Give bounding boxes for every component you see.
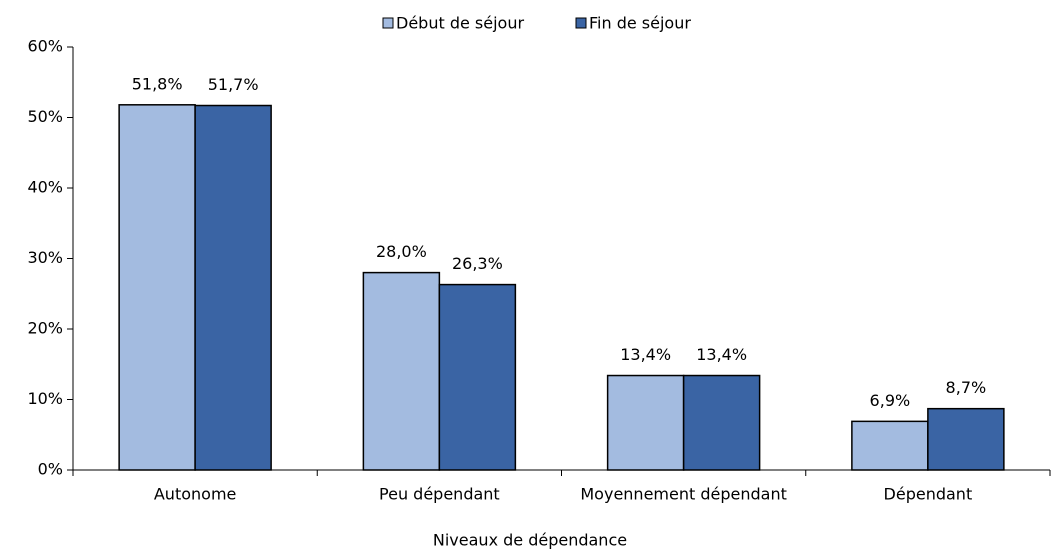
- value-label: 26,3%: [452, 254, 503, 273]
- value-label: 8,7%: [946, 378, 987, 397]
- y-tick-label: 30%: [27, 248, 63, 267]
- x-tick-label: Peu dépendant: [379, 485, 500, 504]
- y-tick-label: 0%: [38, 460, 63, 479]
- bar: [606, 374, 685, 471]
- y-tick-label: 20%: [27, 319, 63, 338]
- y-tick-label: 40%: [27, 178, 63, 197]
- value-label: 13,4%: [620, 345, 671, 364]
- x-tick-label: Moyennement dépendant: [580, 485, 786, 504]
- x-axis-label: Niveaux de dépendance: [433, 531, 627, 550]
- bar: [362, 271, 441, 471]
- bar: [194, 104, 272, 471]
- legend-label: Fin de séjour: [589, 14, 691, 33]
- bar: [851, 420, 929, 471]
- y-tick-label: 50%: [27, 107, 63, 126]
- value-label: 28,0%: [376, 242, 427, 261]
- legend-swatch: [575, 17, 587, 29]
- value-label: 51,8%: [132, 74, 183, 93]
- value-label: 6,9%: [870, 391, 911, 410]
- bar: [927, 407, 1005, 471]
- y-tick-label: 60%: [27, 37, 63, 56]
- bar: [438, 283, 517, 471]
- legend-swatch: [382, 17, 394, 29]
- bar: [682, 374, 761, 471]
- value-label: 13,4%: [696, 345, 747, 364]
- bar: [118, 104, 196, 471]
- x-tick-label: Dépendant: [884, 485, 973, 504]
- y-tick-label: 10%: [27, 389, 63, 408]
- value-label: 51,7%: [208, 75, 259, 94]
- legend-label: Début de séjour: [396, 14, 524, 33]
- x-tick-label: Autonome: [154, 485, 237, 504]
